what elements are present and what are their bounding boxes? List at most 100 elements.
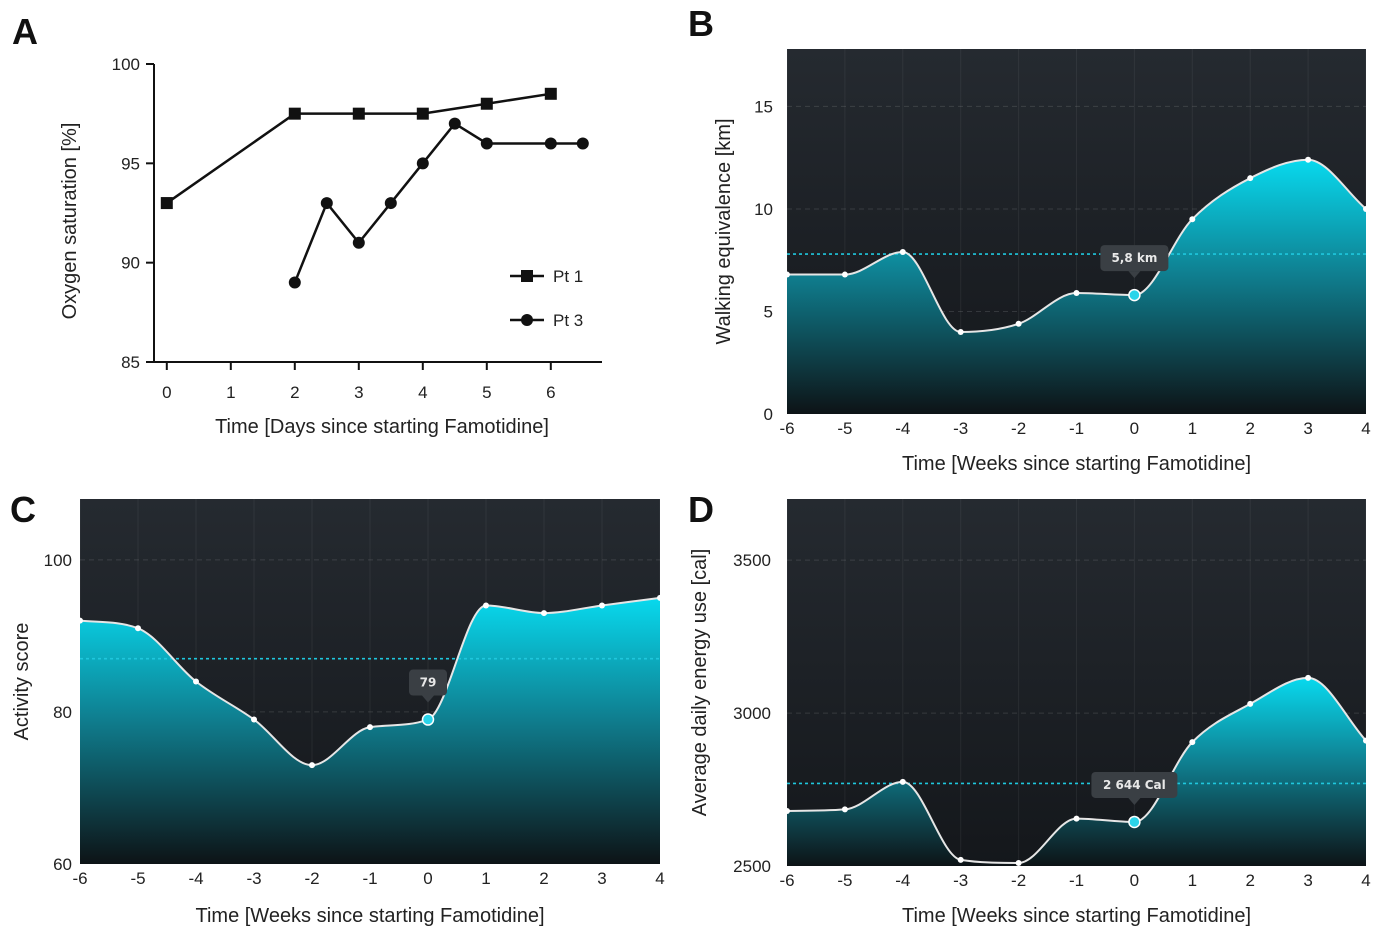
highlight-point — [421, 713, 435, 726]
x-axis-title: Time [Weeks since starting Famotidine] — [902, 453, 1251, 475]
x-tick-label: -1 — [1069, 419, 1084, 438]
data-point — [1073, 815, 1080, 822]
data-point — [1015, 859, 1022, 866]
data-point — [1363, 205, 1369, 212]
x-tick-label: -5 — [837, 419, 852, 438]
data-point-square — [544, 87, 557, 100]
data-point-circle — [288, 276, 301, 289]
y-tick-label: 3000 — [733, 704, 771, 723]
data-point-circle — [576, 137, 589, 150]
data-point — [841, 271, 848, 278]
tooltip-label: 79 — [420, 676, 437, 690]
data-point-square — [352, 107, 365, 120]
x-tick-label: 3 — [597, 869, 606, 888]
data-point — [251, 716, 257, 723]
y-tick-label: 100 — [112, 55, 140, 74]
y-tick-label: 90 — [121, 254, 140, 273]
x-tick-label: 4 — [1361, 419, 1370, 438]
data-point-square — [480, 97, 493, 110]
x-tick-label: -1 — [362, 869, 377, 888]
data-point — [1363, 737, 1369, 744]
data-point — [541, 610, 547, 617]
data-point-circle — [448, 117, 461, 130]
x-tick-label: 2 — [1245, 871, 1254, 890]
y-tick-label: 10 — [754, 200, 773, 219]
x-tick-label: -3 — [953, 419, 968, 438]
x-tick-label: 6 — [546, 383, 555, 402]
y-tick-label: 60 — [53, 855, 72, 874]
x-tick-label: 0 — [1130, 419, 1139, 438]
y-tick-label: 5 — [764, 302, 773, 321]
legend-marker-circle — [521, 314, 533, 326]
y-tick-label: 3500 — [733, 551, 771, 570]
x-tick-label: -3 — [953, 871, 968, 890]
x-tick-label: 0 — [1130, 871, 1139, 890]
data-point — [1189, 739, 1196, 746]
x-tick-label: 3 — [1303, 419, 1312, 438]
data-point — [1305, 674, 1312, 681]
tooltip-pointer — [1128, 271, 1141, 279]
x-tick-label: 1 — [226, 383, 235, 402]
x-tick-label: -6 — [779, 419, 794, 438]
x-tick-label: 5 — [482, 383, 491, 402]
data-point-circle — [544, 137, 557, 150]
x-tick-label: -2 — [1011, 871, 1026, 890]
panel-d-chart: D 2 644 Cal 2500 3000 3500 -6 -5 -4 -3 -2 -1 0 1 2 3 4 T… — [688, 489, 1371, 927]
x-tick-label: 2 — [1245, 419, 1254, 438]
data-point — [599, 602, 605, 609]
x-tick-label: 4 — [418, 383, 427, 402]
panel-letter-a: A — [12, 11, 38, 52]
tooltip-pointer — [1128, 797, 1141, 805]
y-tick-label: 95 — [121, 154, 140, 173]
panel-a-chart: A 85 90 95 100 0 1 2 3 4 5 6 Time [Days since starti… — [12, 11, 602, 438]
data-point — [1247, 175, 1254, 182]
x-tick-label: 2 — [290, 383, 299, 402]
y-axis-title: Activity score — [11, 623, 33, 741]
y-axis-title: Walking equivalence [km] — [713, 118, 735, 344]
x-tick-label: 0 — [162, 383, 171, 402]
panel-b-chart: B 5,8 km 0 5 10 15 -6 -5 -4 -3 -2 -1 0 1 2 3 4 Time [Week… — [688, 3, 1371, 475]
y-tick-label: 0 — [764, 405, 773, 424]
data-point — [957, 328, 964, 335]
tooltip-pointer — [422, 695, 434, 703]
data-point — [309, 762, 315, 769]
data-point-square — [416, 107, 429, 120]
area-fill — [787, 159, 1366, 414]
x-tick-label: -3 — [246, 869, 261, 888]
data-point — [193, 678, 199, 685]
legend-label: Pt 3 — [553, 311, 583, 330]
x-tick-label: -5 — [837, 871, 852, 890]
x-tick-label: 2 — [539, 869, 548, 888]
tooltip-box — [1091, 771, 1178, 798]
x-axis-title: Time [Weeks since starting Famotidine] — [902, 905, 1251, 927]
data-point — [483, 602, 489, 609]
x-tick-label: 1 — [1188, 871, 1197, 890]
x-tick-label: 3 — [1303, 871, 1312, 890]
tooltip-box — [1100, 245, 1169, 272]
series-line-1 — [166, 92, 551, 205]
data-point — [784, 271, 790, 278]
y-tick-label: 100 — [44, 551, 72, 570]
x-tick-label: 4 — [655, 869, 664, 888]
data-point — [784, 807, 790, 814]
area-fill — [787, 677, 1366, 866]
area-fill — [80, 597, 660, 864]
data-point — [957, 856, 964, 863]
x-tick-label: -6 — [72, 869, 87, 888]
tooltip-box — [409, 669, 447, 696]
x-tick-label: 1 — [481, 869, 490, 888]
x-tick-label: 3 — [354, 383, 363, 402]
x-tick-label: 1 — [1188, 419, 1197, 438]
data-point — [1073, 290, 1080, 297]
x-axis-title: Time [Days since starting Famotidine] — [215, 416, 549, 438]
y-axis-title: Oxygen saturation [%] — [59, 123, 81, 320]
x-tick-label: -2 — [304, 869, 319, 888]
data-point-circle — [352, 236, 365, 249]
data-point — [1015, 320, 1022, 327]
data-point — [367, 724, 373, 731]
data-point — [77, 617, 83, 624]
x-tick-label: -4 — [895, 871, 910, 890]
y-tick-label: 85 — [121, 353, 140, 372]
tooltip-label: 5,8 km — [1111, 251, 1157, 265]
data-point-circle — [384, 197, 397, 210]
